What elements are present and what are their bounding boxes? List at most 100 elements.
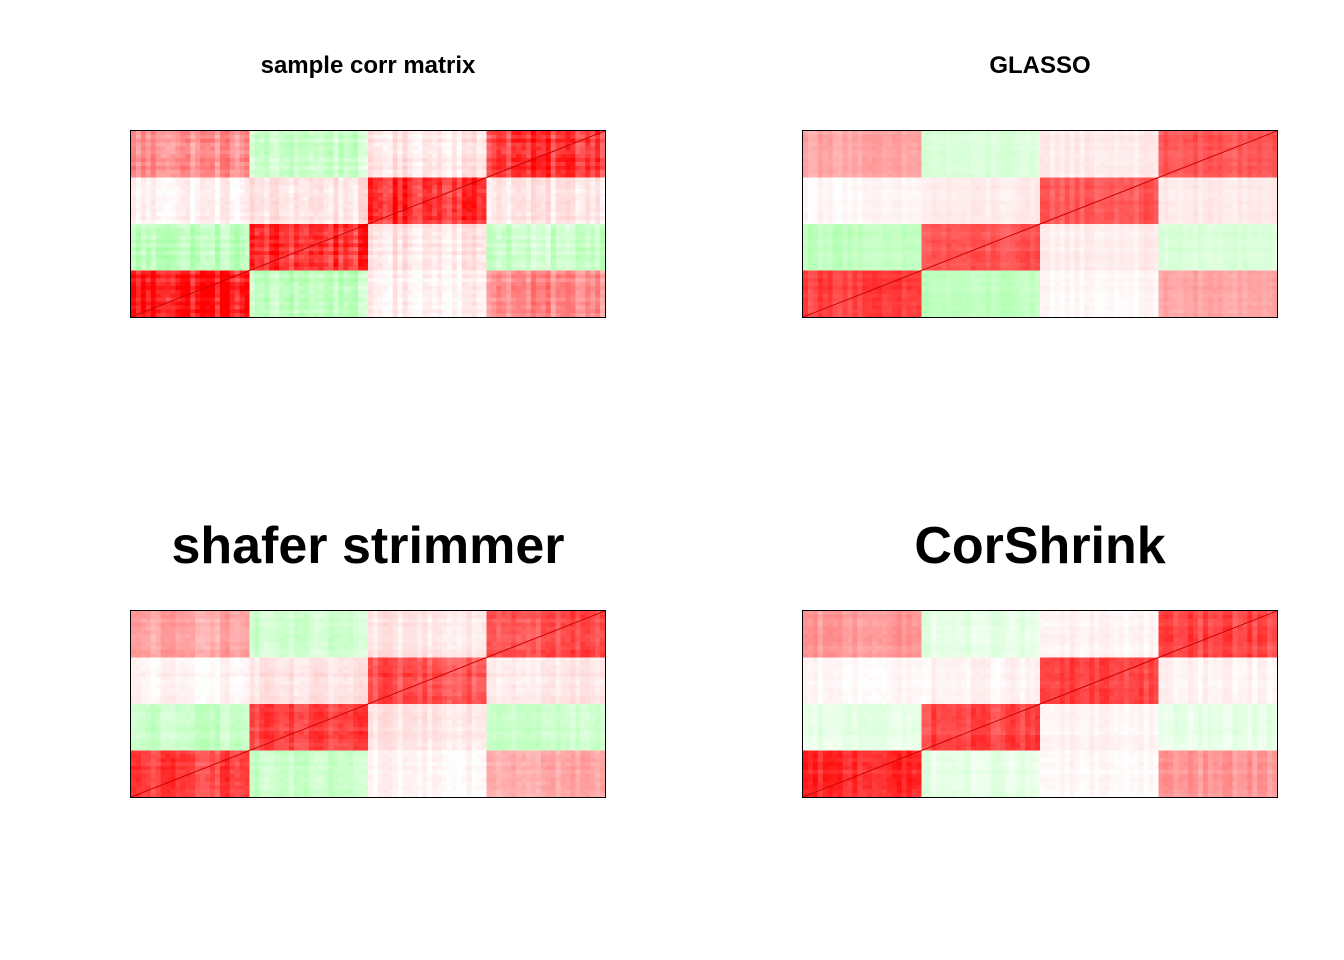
heatmap-cell [224,131,231,136]
heatmap-cell [407,150,413,155]
heatmap-cell [214,251,221,256]
heatmap-cell [501,142,507,147]
heatmap-cell [545,266,552,271]
heatmap-cell [229,185,236,190]
heatmap-cell [259,181,265,186]
heatmap-cell [432,254,438,260]
heatmap-cell [195,196,201,202]
heatmap-cell [565,138,571,144]
heatmap-cell [264,212,270,217]
heatmap-cell [526,177,532,182]
heatmap-cell [190,154,196,159]
heatmap-cell [318,138,324,144]
heatmap-cell [382,270,389,275]
heatmap-cell [190,293,196,299]
heatmap-cell [560,154,566,159]
heatmap-cell [234,177,241,182]
heatmap-cell [303,293,310,299]
heatmap-cell [1257,142,1263,147]
heatmap-cell [140,173,147,178]
heatmap-cell [545,251,552,256]
heatmap-cell [442,254,448,260]
heatmap-cell [214,247,221,252]
heatmap-cell [358,282,364,287]
heatmap-cell [595,169,601,175]
heatmap-cell [427,185,433,190]
heatmap-cell [348,266,354,271]
heatmap-cell [333,204,339,209]
heatmap-cell [471,309,478,314]
heatmap-cell [289,278,295,283]
heatmap-cell [392,138,399,144]
heatmap-cell [545,146,552,151]
heatmap-cell [506,142,512,147]
heatmap-cell [382,262,389,268]
heatmap-cell [190,216,196,221]
heatmap-cell [343,254,349,260]
heatmap-cell [279,154,285,159]
heatmap-cell [535,200,542,206]
heatmap-cell [363,131,369,136]
heatmap-cell [575,189,581,194]
heatmap-cell [600,224,605,229]
heatmap-cell [333,227,339,233]
heatmap-cell [506,193,512,198]
heatmap-cell [1267,134,1273,140]
heatmap-cell [427,161,433,167]
heatmap-cell [466,196,473,202]
heatmap-cell [585,254,591,260]
heatmap-cell [590,243,596,248]
heatmap-cell [219,309,226,314]
heatmap-cell [382,309,389,314]
heatmap-cell [600,200,605,206]
heatmap-cell [343,204,349,209]
heatmap-cell [264,247,270,252]
heatmap-cell [175,146,181,151]
heatmap-cell [313,212,320,217]
heatmap-cell [289,134,295,140]
heatmap-cell [446,227,453,233]
heatmap-cell [135,309,142,314]
heatmap-cell [333,289,339,295]
heatmap-cell [511,131,517,136]
heatmap-cell [382,200,389,206]
heatmap-cell [185,138,191,144]
heatmap-cell [397,193,403,198]
heatmap-cell [368,274,374,279]
heatmap-cell [555,208,561,213]
heatmap-cell [397,204,403,209]
heatmap-cell [303,224,310,229]
heatmap-cell [931,134,937,140]
heatmap-cell [526,239,532,244]
heatmap-cell [506,177,512,182]
heatmap-cell [155,289,162,295]
heatmap-cell [432,177,438,182]
heatmap-cell [535,158,542,163]
heatmap-cell [595,165,601,171]
heatmap-cell [195,293,201,299]
heatmap-cell [491,278,497,283]
heatmap-cell [442,247,448,252]
heatmap-cell [200,227,206,233]
heatmap-cell [1148,134,1154,140]
heatmap-cell [466,278,473,283]
heatmap-cell [565,286,571,291]
heatmap-cell [540,289,547,295]
heatmap-cell [442,235,448,240]
heatmap-cell [881,131,888,136]
heatmap-cell [249,200,255,206]
heatmap-cell [446,224,453,229]
heatmap-cell [170,235,176,240]
heatmap-cell [600,216,605,221]
heatmap-cell [195,216,201,221]
heatmap-cell [175,142,181,147]
heatmap-cell [437,305,443,310]
heatmap-cell [412,224,418,229]
heatmap-cell [461,165,468,171]
heatmap-cell [570,227,576,233]
heatmap-cell [382,165,389,171]
heatmap-cell [535,286,542,291]
heatmap-cell [501,189,507,194]
heatmap-cell [827,138,834,144]
heatmap-cell [1010,138,1016,144]
